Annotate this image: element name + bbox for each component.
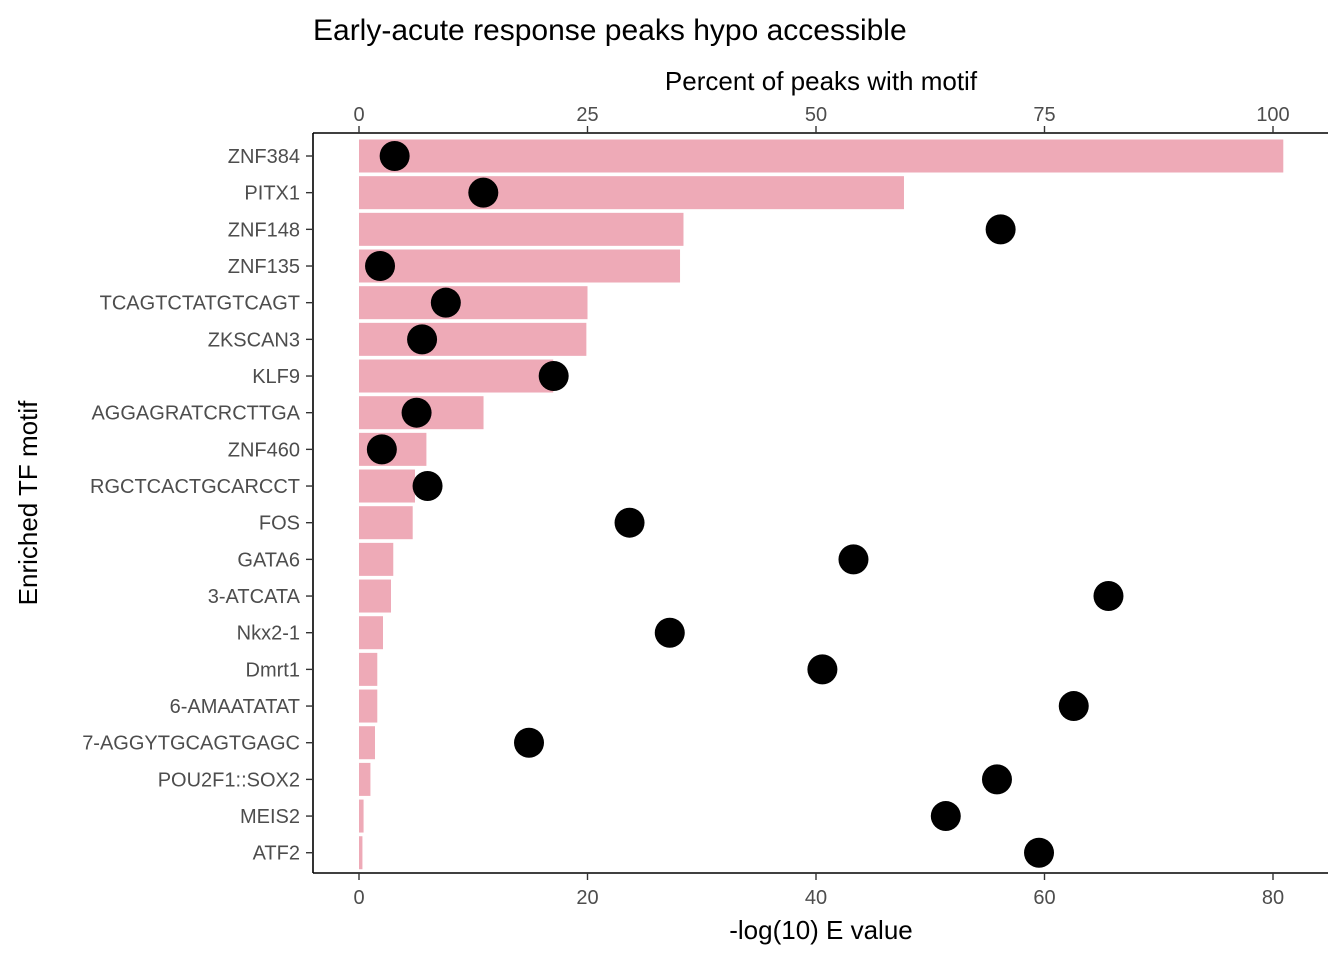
point-5 [407, 324, 438, 355]
x2-tick-label-4: 100 [1256, 104, 1289, 126]
point-14 [807, 654, 838, 685]
point-1 [468, 177, 499, 208]
point-0 [379, 141, 410, 171]
x-axis-title: -log(10) E value [729, 915, 913, 945]
y-tick-label-5: ZKSCAN3 [208, 329, 300, 351]
y-tick-label-7: AGGAGRATCRCTTGA [91, 403, 300, 425]
bar-18 [359, 799, 364, 833]
y-tick-label-14: Dmrt1 [246, 659, 300, 681]
point-18 [930, 801, 961, 832]
bar-19 [359, 836, 363, 870]
y-tick-label-4: TCAGTCTATGTCAGT [100, 293, 300, 315]
x-axis-ticks: 0 20 40 60 80 [353, 873, 1284, 909]
point-11 [838, 544, 869, 575]
x2-tick-label-1: 25 [576, 104, 598, 126]
point-15 [1058, 691, 1089, 722]
bar-10 [359, 506, 413, 540]
point-17 [981, 764, 1012, 795]
y-tick-label-16: 7-AGGYTGCAGTGAGC [82, 733, 300, 755]
x-tick-label-2: 40 [805, 887, 827, 909]
point-16 [514, 727, 545, 758]
y-tick-label-6: KLF9 [252, 366, 300, 388]
point-13 [654, 617, 685, 648]
y-tick-label-3: ZNF135 [228, 256, 300, 278]
y-tick-label-11: GATA6 [237, 549, 300, 571]
x2-tick-label-0: 0 [353, 104, 364, 126]
x-tick-label-1: 20 [576, 887, 598, 909]
x-tick-label-4: 80 [1262, 887, 1284, 909]
point-7 [401, 397, 432, 428]
y-tick-label-15: 6-AMAATATAT [170, 696, 300, 718]
bar-1 [359, 176, 904, 210]
point-19 [1024, 837, 1055, 868]
y-tick-label-13: Nkx2-1 [237, 623, 300, 645]
y-tick-label-18: MEIS2 [240, 806, 300, 828]
y-tick-label-12: 3-ATCATA [208, 586, 301, 608]
chart-title: Early-acute response peaks hypo accessib… [313, 14, 907, 47]
bar-16 [359, 726, 375, 760]
point-8 [366, 434, 397, 465]
bar-14 [359, 652, 378, 686]
y-tick-label-0: ZNF384 [228, 146, 300, 168]
bar-12 [359, 579, 391, 613]
bar-0 [359, 139, 1284, 173]
point-9 [412, 471, 443, 502]
x2-tick-label-2: 50 [805, 104, 827, 126]
bars-layer [359, 139, 1284, 870]
y-axis-title: Enriched TF motif [13, 400, 43, 605]
point-6 [538, 361, 569, 392]
bar-3 [359, 249, 681, 283]
bar-13 [359, 616, 383, 650]
bar-9 [359, 469, 415, 503]
points-layer [365, 141, 1124, 868]
bar-15 [359, 689, 378, 723]
y-tick-label-17: POU2F1::SOX2 [158, 769, 300, 791]
y-tick-label-2: ZNF148 [228, 219, 300, 241]
point-12 [1093, 581, 1124, 612]
point-3 [365, 251, 396, 282]
bar-2 [359, 212, 684, 246]
point-4 [430, 287, 461, 318]
bar-5 [359, 322, 587, 356]
x2-tick-label-3: 75 [1033, 104, 1055, 126]
bar-17 [359, 762, 371, 796]
y-tick-label-8: ZNF460 [228, 439, 300, 461]
y-tick-label-10: FOS [259, 513, 300, 535]
y-axis-ticks: ZNF384 PITX1 ZNF148 ZNF135 TCAGTCTATGTCAGT ZK… [82, 146, 313, 865]
bar-11 [359, 542, 394, 576]
x-tick-label-3: 60 [1033, 887, 1055, 909]
x2-axis-title: Percent of peaks with motif [665, 66, 978, 96]
x-tick-label-0: 0 [353, 887, 364, 909]
y-tick-label-1: PITX1 [244, 183, 300, 205]
point-2 [985, 214, 1016, 245]
y-tick-label-9: RGCTCACTGCARCCT [90, 476, 300, 498]
bar-6 [359, 359, 554, 393]
bar-4 [359, 286, 588, 320]
point-10 [614, 507, 645, 538]
y-tick-label-19: ATF2 [253, 843, 300, 865]
x2-axis-ticks: 0 25 50 75 100 [353, 104, 1290, 133]
